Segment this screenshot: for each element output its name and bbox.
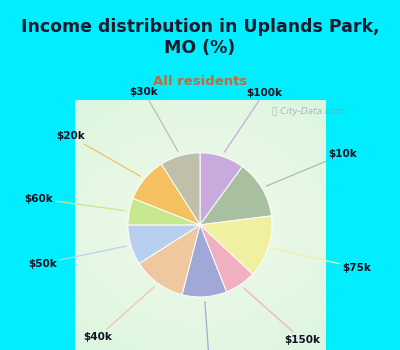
Wedge shape	[200, 153, 242, 225]
Text: $125k: $125k	[191, 302, 227, 350]
Text: All residents: All residents	[153, 75, 247, 88]
Text: $100k: $100k	[224, 88, 282, 152]
Wedge shape	[200, 225, 252, 292]
Wedge shape	[128, 225, 200, 264]
Text: $10k: $10k	[266, 149, 357, 186]
Wedge shape	[161, 153, 200, 225]
Text: $150k: $150k	[244, 288, 320, 345]
Text: Income distribution in Uplands Park,
MO (%): Income distribution in Uplands Park, MO …	[21, 18, 379, 57]
Wedge shape	[182, 225, 226, 297]
Wedge shape	[139, 225, 200, 295]
Text: $20k: $20k	[56, 132, 140, 176]
Wedge shape	[200, 216, 272, 274]
Wedge shape	[128, 198, 200, 225]
Text: $60k: $60k	[25, 194, 124, 211]
Wedge shape	[200, 167, 272, 225]
Text: ⓘ City-Data.com: ⓘ City-Data.com	[272, 107, 344, 116]
Text: $75k: $75k	[273, 248, 371, 273]
Wedge shape	[133, 164, 200, 225]
Text: $40k: $40k	[83, 287, 154, 342]
Text: $50k: $50k	[28, 246, 126, 268]
Text: $30k: $30k	[130, 87, 178, 151]
